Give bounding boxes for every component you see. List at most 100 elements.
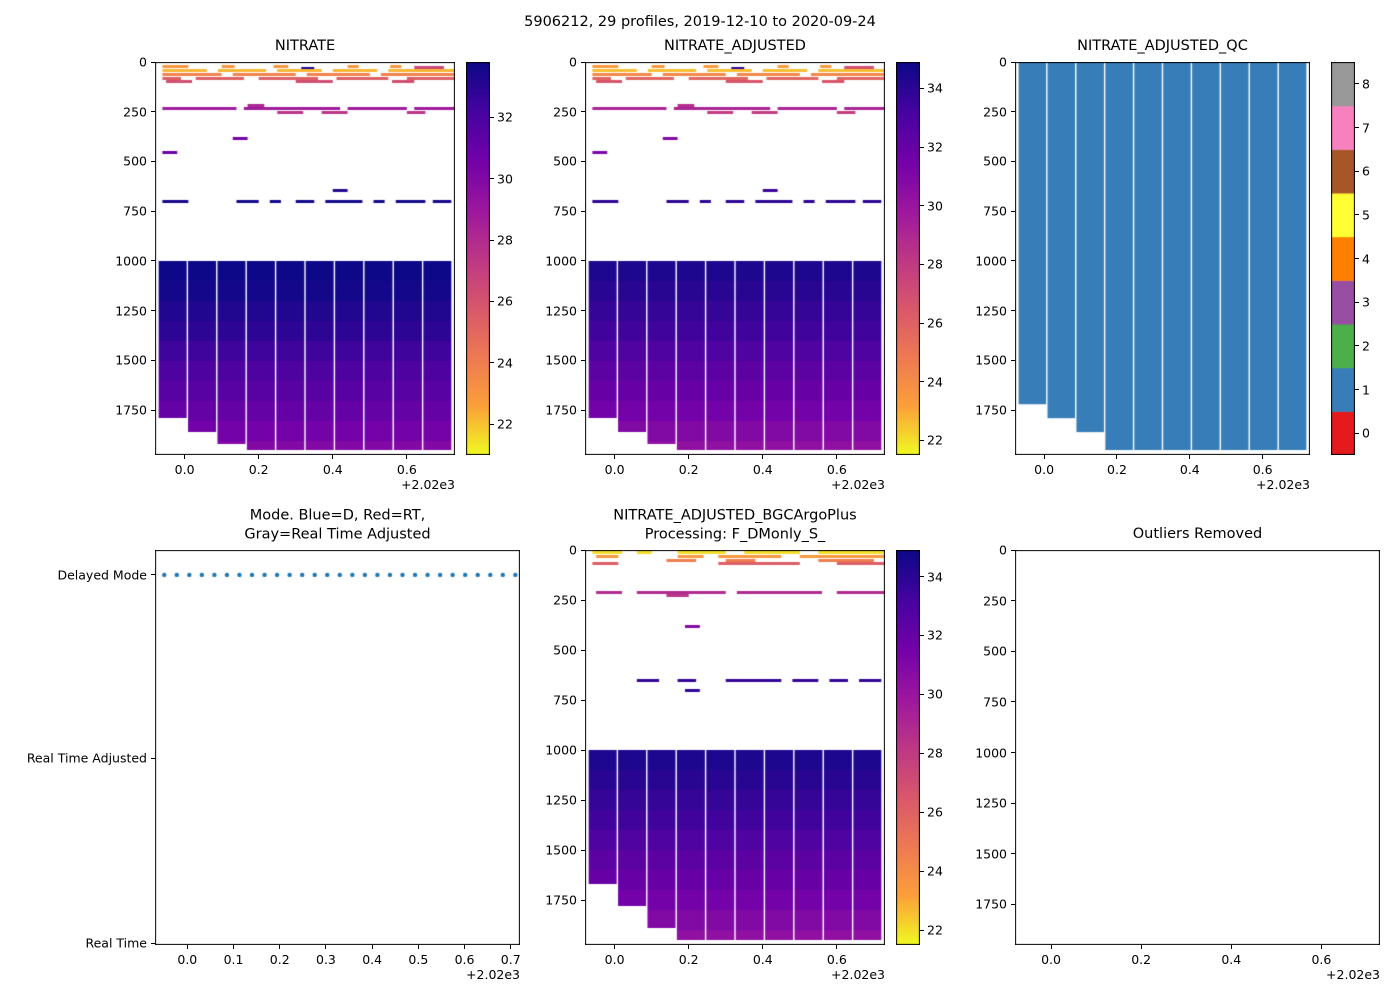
tick-label: +2.02e3: [401, 477, 455, 492]
tick-mark: [836, 945, 838, 949]
tick-mark: [581, 599, 585, 601]
title-bgc-argo-plus: NITRATE_ADJUSTED_BGCArgoPlus Processing:…: [613, 507, 857, 543]
nitrate-heatmap-canvas: [155, 62, 455, 455]
tick-mark: [920, 634, 924, 636]
tick-mark: [1011, 600, 1015, 602]
tick-label: 1750: [975, 402, 1007, 418]
tick-mark: [581, 749, 585, 751]
tick-label: 0.6: [396, 462, 417, 477]
tick-mark: [1011, 802, 1015, 804]
tick-mark: [581, 699, 585, 701]
tick-mark: [920, 870, 924, 872]
tick-mark: [464, 945, 466, 949]
tick-mark: [581, 61, 585, 63]
tick-label: 1250: [545, 303, 577, 319]
tick-mark: [762, 455, 764, 459]
tick-mark: [279, 945, 281, 949]
tick-mark: [151, 409, 155, 411]
tick-mark: [920, 322, 924, 324]
tick-label: 500: [123, 153, 147, 169]
tick-label: +2.02e3: [831, 477, 885, 492]
tick-label: 26: [927, 804, 943, 820]
tick-label: 8: [1362, 76, 1370, 92]
tick-label: 250: [983, 104, 1007, 120]
nitrate-adjusted-heatmap-canvas: [585, 62, 885, 455]
tick-mark: [1355, 127, 1359, 128]
tick-mark: [332, 455, 334, 459]
tick-mark: [920, 263, 924, 265]
tick-mark: [1189, 455, 1191, 459]
tick-mark: [1011, 549, 1015, 551]
tick-label: +2.02e3: [466, 967, 520, 982]
tick-label: 0.0: [177, 952, 198, 967]
tick-mark: [581, 160, 585, 162]
tick-label: Real Time: [85, 935, 147, 951]
tick-mark: [1011, 359, 1015, 361]
tick-mark: [490, 362, 494, 364]
title-mode: Mode. Blue=D, Red=RT, Gray=Real Time Adj…: [244, 507, 431, 543]
tick-mark: [1355, 83, 1359, 85]
tick-label: 6: [1362, 163, 1370, 179]
tick-label: 1500: [975, 846, 1007, 862]
tick-label: 250: [553, 104, 577, 120]
tick-label: 1500: [115, 352, 147, 368]
tick-label: 0.2: [678, 952, 699, 967]
tick-mark: [581, 111, 585, 113]
tick-label: 5: [1362, 207, 1370, 223]
tick-mark: [184, 455, 186, 459]
tick-mark: [151, 61, 155, 63]
tick-label: 1750: [545, 892, 577, 908]
tick-label: 0.0: [1034, 462, 1055, 477]
tick-label: 30: [927, 686, 943, 702]
tick-label: Real Time Adjusted: [26, 750, 147, 766]
tick-mark: [920, 811, 924, 813]
tick-mark: [151, 574, 155, 576]
title-nitrate-adjusted-qc: NITRATE_ADJUSTED_QC: [1077, 38, 1248, 55]
tick-label: 28: [497, 232, 513, 248]
tick-label: 250: [983, 593, 1007, 609]
tick-label: 2: [1362, 338, 1370, 354]
tick-mark: [1355, 170, 1359, 172]
tick-mark: [151, 757, 155, 759]
nitrate-adjusted-colorbar: [896, 62, 920, 455]
tick-mark: [1011, 160, 1015, 162]
tick-label: 750: [123, 203, 147, 219]
tick-mark: [920, 146, 924, 148]
tick-mark: [1011, 752, 1015, 754]
tick-mark: [417, 945, 419, 949]
tick-label: 1000: [545, 742, 577, 758]
tick-label: 0: [999, 54, 1007, 70]
tick-label: 0: [1362, 425, 1370, 441]
tick-label: 0: [139, 54, 147, 70]
tick-label: 1500: [545, 352, 577, 368]
tick-label: 28: [927, 745, 943, 761]
tick-label: 1750: [545, 402, 577, 418]
tick-label: 30: [497, 171, 513, 187]
tick-mark: [581, 549, 585, 551]
tick-label: 0.4: [1179, 462, 1200, 477]
tick-label: 750: [553, 203, 577, 219]
qc-colorbar: [1331, 62, 1355, 455]
tick-mark: [920, 439, 924, 441]
tick-label: 24: [497, 355, 513, 371]
tick-label: 500: [983, 153, 1007, 169]
tick-mark: [371, 945, 373, 949]
tick-label: 1750: [115, 402, 147, 418]
tick-mark: [581, 409, 585, 411]
tick-label: 750: [553, 692, 577, 708]
tick-mark: [186, 945, 188, 949]
tick-label: 0.6: [1311, 952, 1332, 967]
tick-mark: [581, 310, 585, 312]
tick-label: 1250: [115, 303, 147, 319]
nitrate-colorbar: [466, 62, 490, 455]
tick-label: 22: [497, 416, 513, 432]
tick-label: 0.0: [174, 462, 195, 477]
tick-mark: [490, 423, 494, 425]
tick-mark: [1355, 214, 1359, 216]
tick-mark: [1262, 455, 1264, 459]
tick-label: 0: [569, 542, 577, 558]
tick-label: 28: [927, 256, 943, 272]
figure-suptitle: 5906212, 29 profiles, 2019-12-10 to 2020…: [524, 14, 876, 30]
tick-mark: [1355, 301, 1359, 303]
tick-label: 1000: [975, 253, 1007, 269]
